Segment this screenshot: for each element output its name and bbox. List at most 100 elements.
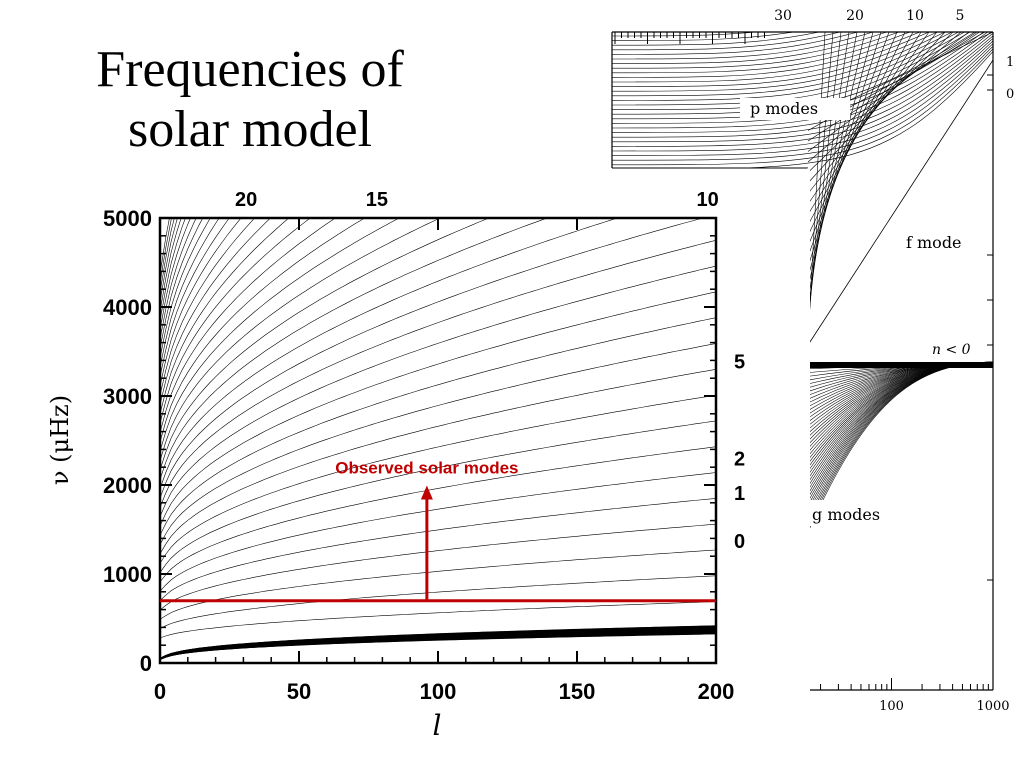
inset-p-mode-curve (612, 32, 993, 78)
y-tick-label: 3000 (103, 384, 152, 409)
p-mode-ridge (160, 218, 290, 415)
inset-p-mode-curve (612, 32, 993, 51)
x-axis-title: l (433, 709, 442, 742)
p-mode-ridge (160, 549, 716, 620)
inset-p-mode-curve (612, 32, 993, 41)
inset-top-tick-label: 5 (956, 8, 965, 24)
inset-label-bg (808, 500, 918, 526)
inset-p-mode-curve (612, 32, 993, 138)
right-axis-label: 2 (734, 448, 745, 470)
inset-p-mode-curve (612, 38, 993, 147)
x-tick-label: 100 (420, 679, 457, 704)
inset-diagonal-mode-line (807, 32, 914, 226)
x-tick-label: 150 (559, 679, 596, 704)
g-mode-band (160, 626, 716, 663)
y-tick-label: 1000 (103, 562, 152, 587)
inset-x-tick-label: 100 (879, 699, 904, 714)
inset-diagonal-mode-line (807, 32, 834, 331)
inset-p-mode-curve (612, 32, 993, 83)
inset-p-mode-curve (612, 32, 993, 74)
y-tick-label: 5000 (103, 206, 152, 231)
right-axis-label: 1 (734, 483, 745, 505)
inset-plot-area (612, 32, 993, 533)
inset-p-mode-curve (612, 32, 993, 60)
inset-diagonal-mode-line (807, 32, 930, 205)
inset-label-f-mode: f mode (906, 233, 962, 252)
p-mode-ridge (160, 265, 716, 517)
x-tick-label: 200 (698, 679, 735, 704)
p-mode-ridge (160, 291, 716, 527)
inset-diagonal-mode-line (807, 32, 922, 215)
inset-top-tick-label: 30 (774, 8, 792, 24)
p-mode-ridge (160, 218, 490, 471)
inset-top-tick-label: 10 (906, 8, 924, 24)
observed-arrow-head (420, 485, 433, 500)
slide-title-line2: solar model (127, 101, 373, 158)
inset-p-mode-curve (612, 32, 993, 69)
inset-f-mode-line (807, 59, 993, 346)
right-axis-label: 0 (734, 531, 745, 553)
right-axis-label: 5 (734, 351, 745, 373)
slide-title: Frequencies of solar model (40, 40, 460, 160)
p-mode-ridge (160, 317, 716, 536)
p-mode-ridge (160, 343, 716, 545)
inset-diagonal-mode-line (807, 32, 970, 152)
y-tick-label: 4000 (103, 295, 152, 320)
main-plot-area (160, 218, 716, 663)
x-tick-label: 50 (287, 679, 311, 704)
x-tick-label: 0 (154, 679, 166, 704)
inset-p-mode-curve (612, 32, 993, 101)
inset-p-mode-curve (612, 32, 993, 55)
p-mode-ridge (160, 218, 271, 405)
inset-p-mode-curve (612, 35, 993, 143)
inset-label-n-lt-0: n < 0 (932, 342, 971, 358)
y-tick-label: 0 (140, 651, 152, 676)
inset-label-bg (900, 232, 988, 254)
p-mode-ridge (160, 575, 716, 629)
p-mode-ridge (160, 218, 311, 424)
y-tick-label: 2000 (103, 473, 152, 498)
inset-g-mode-band (808, 362, 993, 368)
p-mode-ridge (160, 218, 366, 443)
top-axis-label: 15 (366, 189, 388, 211)
p-mode-ridge (160, 523, 716, 611)
p-mode-ridge (160, 218, 704, 499)
inset-label-bg (740, 98, 850, 120)
top-axis-label: 20 (235, 189, 257, 211)
inset-diagonal-mode-line (807, 32, 842, 320)
inset-top-tick-label: 20 (846, 8, 864, 24)
p-mode-ridge (160, 218, 549, 480)
p-mode-ridge (160, 218, 400, 452)
p-mode-ridge (160, 420, 716, 573)
slide-title-line1: Frequencies of (96, 41, 404, 98)
inset-diagonal-mode-line (807, 32, 962, 163)
inset-diagonal-mode-line (807, 32, 954, 173)
p-mode-ridge (160, 394, 716, 564)
inset-diagonal-mode-line (807, 32, 978, 142)
observed-modes-label: Observed solar modes (335, 458, 518, 477)
g-mode-ridge (160, 625, 716, 659)
inset-x-tick-label: 1000 (976, 699, 1009, 714)
inset-p-mode-curve (612, 32, 993, 106)
p-mode-ridge (160, 218, 256, 396)
p-mode-ridge (160, 601, 716, 639)
p-mode-ridge (160, 240, 716, 508)
top-axis-label: 10 (697, 189, 719, 211)
inset-p-mode-curve (612, 32, 993, 64)
inset-right-tick-label: 0 (1006, 87, 1014, 102)
inset-diagonal-mode-line (807, 32, 850, 310)
y-axis-title: ν (μHz) (46, 395, 74, 485)
p-mode-ridge (160, 218, 336, 433)
p-mode-ridge (160, 446, 716, 583)
inset-p-mode-curve (612, 32, 993, 97)
p-mode-ridge (160, 472, 716, 592)
p-mode-ridge (160, 218, 619, 489)
inset-label-g-modes: g modes (812, 505, 880, 524)
inset-diagonal-mode-line (807, 32, 826, 341)
p-mode-ridge (160, 369, 716, 555)
inset-p-mode-curve (612, 32, 993, 87)
inset-right-tick-label: 1 (1006, 55, 1014, 70)
inset-p-mode-curve (612, 32, 993, 46)
